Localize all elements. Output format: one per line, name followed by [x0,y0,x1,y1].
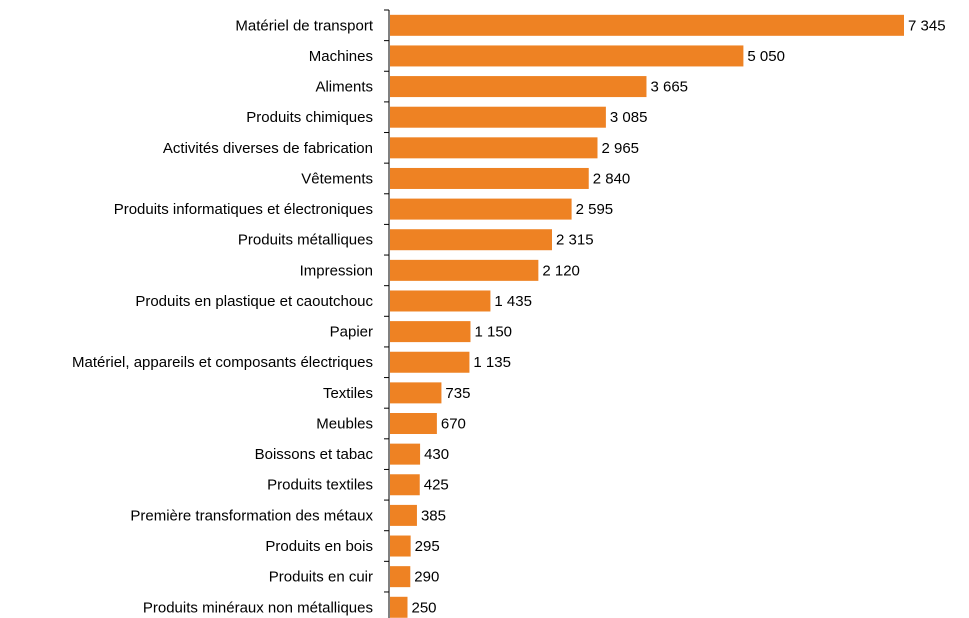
bar [390,290,491,312]
category-label: Activités diverses de fabrication [163,140,373,157]
value-label: 430 [424,446,449,463]
category-label: Papier [330,324,373,341]
category-label: Première transformation des métaux [130,507,373,524]
category-label: Boissons et tabac [255,446,374,463]
value-label: 3 665 [650,79,688,96]
bar [390,259,539,281]
bar [390,106,606,128]
bar [390,535,411,557]
category-label: Vêtements [301,170,373,187]
value-label: 2 840 [593,170,631,187]
category-label: Aliments [315,79,373,96]
bar [390,443,421,465]
value-label: 735 [445,385,470,402]
category-label: Impression [300,262,373,279]
value-label: 425 [424,477,449,494]
value-label: 1 150 [474,324,512,341]
category-label: Produits en bois [265,538,373,555]
value-label: 1 135 [473,354,511,371]
value-label: 385 [421,507,446,524]
category-label: Produits informatiques et électroniques [114,201,373,218]
category-label: Produits textiles [267,477,373,494]
value-label: 3 085 [610,109,648,126]
bar [390,566,411,588]
category-label: Meubles [316,415,373,432]
value-label: 295 [415,538,440,555]
value-label: 290 [414,569,439,586]
bar [390,76,647,98]
value-label: 5 050 [747,48,785,65]
category-label: Matériel de transport [235,17,373,34]
bar [390,229,553,251]
bar [390,504,417,526]
category-label: Matériel, appareils et composants électr… [72,354,373,371]
bar [390,413,437,435]
category-label: Produits en cuir [269,569,373,586]
category-label: Textiles [323,385,373,402]
category-label: Produits chimiques [246,109,373,126]
bar [390,198,572,220]
bar [390,167,589,189]
bar [390,137,598,159]
value-label: 670 [441,415,466,432]
value-label: 250 [411,599,436,616]
bar [390,14,904,36]
value-label: 7 345 [908,17,946,34]
category-label: Produits minéraux non métalliques [143,599,373,616]
value-label: 2 965 [601,140,639,157]
category-label: Produits métalliques [238,232,373,249]
category-label: Produits en plastique et caoutchouc [135,293,373,310]
value-label: 2 595 [576,201,614,218]
category-label: Machines [309,48,373,65]
bar [390,382,442,404]
bar [390,351,470,373]
value-label: 2 315 [556,232,594,249]
value-label: 1 435 [494,293,532,310]
bar [390,596,408,618]
value-label: 2 120 [542,262,580,279]
bar [390,45,744,67]
bar [390,474,420,496]
bar [390,321,471,343]
